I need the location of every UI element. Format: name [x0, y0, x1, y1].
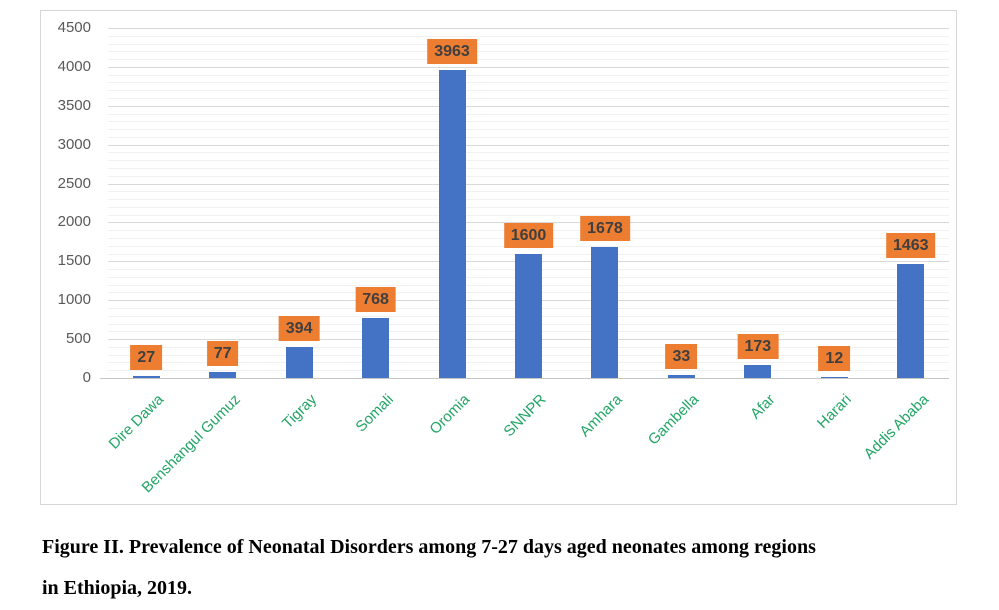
caption-line-2: in Ethiopia, 2019.: [42, 577, 193, 599]
minor-gridline: [108, 82, 949, 84]
bar: [438, 70, 466, 378]
major-gridline: [108, 105, 949, 107]
minor-gridline: [108, 121, 949, 123]
data-label: 768: [355, 287, 396, 312]
major-gridline: [108, 144, 949, 146]
minor-gridline: [108, 152, 949, 154]
x-axis-category-label: Afar: [747, 391, 779, 423]
minor-gridline: [108, 160, 949, 162]
minor-gridline: [108, 43, 949, 45]
x-axis-category-label: Dire Dawa: [105, 391, 168, 453]
minor-gridline: [108, 175, 949, 177]
minor-gridline: [108, 129, 949, 131]
bar: [132, 376, 160, 378]
minor-gridline: [108, 113, 949, 115]
minor-gridline: [108, 90, 949, 92]
bar: [820, 377, 848, 378]
bar: [362, 318, 390, 378]
x-axis-category-label: Somali: [352, 391, 397, 436]
x-axis-line: [100, 378, 949, 379]
y-axis-tick-label: 3500: [57, 96, 91, 114]
x-axis-category-label: Gambella: [645, 391, 703, 449]
data-label: 27: [130, 345, 163, 370]
minor-gridline: [108, 59, 949, 61]
y-axis-tick-label: 4000: [57, 57, 91, 75]
x-axis-category-label: Amhara: [576, 391, 626, 441]
data-label: 33: [665, 344, 698, 369]
data-label: 1678: [580, 216, 630, 241]
x-axis-category-label: Tigray: [279, 391, 321, 433]
y-axis-tick-label: 2000: [57, 213, 91, 231]
minor-gridline: [108, 191, 949, 193]
data-label: 3963: [427, 39, 477, 64]
minor-gridline: [108, 98, 949, 99]
minor-gridline: [108, 168, 949, 169]
data-label: 77: [206, 341, 239, 366]
bar: [744, 365, 772, 378]
data-label: 1463: [885, 233, 936, 258]
x-axis-category-label: Addis Ababa: [860, 391, 932, 463]
major-gridline: [108, 222, 949, 224]
bar: [667, 375, 695, 378]
bar: [515, 254, 542, 378]
y-axis-tick-label: 4500: [57, 19, 91, 36]
minor-gridline: [108, 206, 949, 208]
minor-gridline: [108, 199, 949, 201]
y-axis-tick-label: 0: [82, 369, 91, 386]
minor-gridline: [108, 136, 949, 138]
y-axis-tick-label: 2500: [57, 174, 91, 192]
data-label: 394: [278, 316, 320, 341]
y-axis-tick-label: 1500: [57, 252, 91, 270]
major-gridline: [108, 66, 949, 68]
minor-gridline: [108, 51, 949, 53]
y-axis-tick-label: 1000: [57, 291, 91, 309]
bar-chart: 0 500 1000 1500 2000 2500 3000 3500 4000 4500 27 Di…: [40, 10, 957, 505]
major-gridline: [108, 28, 949, 29]
data-label: 12: [818, 346, 851, 371]
x-axis-category-label: Harari: [814, 391, 856, 432]
data-label: 173: [737, 334, 779, 359]
minor-gridline: [108, 35, 949, 37]
bar: [591, 247, 619, 378]
minor-gridline: [108, 214, 949, 216]
y-axis-tick-label: 3000: [57, 135, 91, 153]
bar: [209, 372, 237, 378]
x-axis-category-label: SNNPR: [500, 391, 550, 441]
minor-gridline: [108, 74, 949, 76]
x-axis-category-label: Oromia: [426, 391, 474, 438]
bar: [285, 347, 313, 378]
caption-line-1: Figure II. Prevalence of Neonatal Disord…: [42, 536, 816, 558]
figure-caption: Figure II. Prevalence of Neonatal Disord…: [42, 527, 972, 609]
y-axis-tick-label: 500: [65, 330, 91, 348]
major-gridline: [108, 183, 949, 185]
data-label: 1600: [503, 223, 554, 248]
bar: [897, 264, 925, 378]
